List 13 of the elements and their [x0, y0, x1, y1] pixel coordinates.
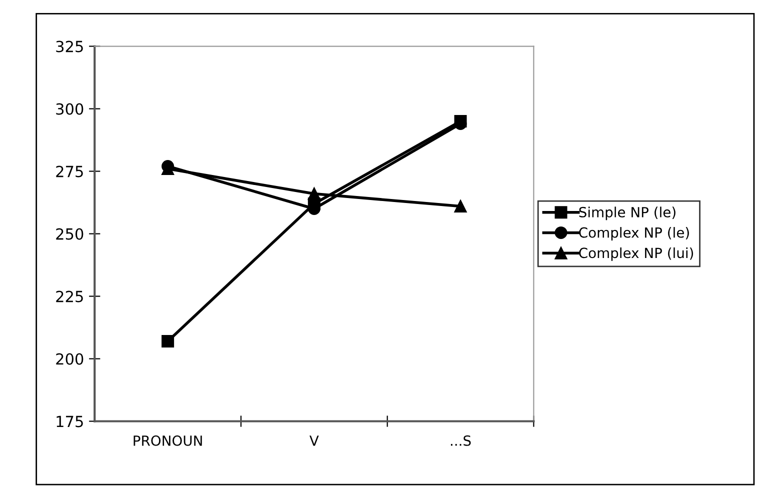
x-tick-label: V — [310, 436, 319, 446]
legend-label: Complex NP (lui) — [579, 247, 694, 261]
y-tick-label: 225 — [56, 290, 83, 302]
legend-label: Complex NP (le) — [579, 227, 689, 240]
y-tick-label: 325 — [56, 40, 83, 52]
x-tick-label: ...S — [450, 435, 471, 446]
y-tick-label: 275 — [56, 166, 83, 178]
y-tick-label: 300 — [56, 103, 84, 115]
y-tick-label: 250 — [56, 228, 84, 240]
legend-label: Simple NP (le) — [579, 206, 676, 220]
y-tick-label: 200 — [56, 353, 84, 365]
y-tick-label: 175 — [56, 416, 83, 428]
x-tick-label: PRONOUN — [134, 435, 202, 446]
